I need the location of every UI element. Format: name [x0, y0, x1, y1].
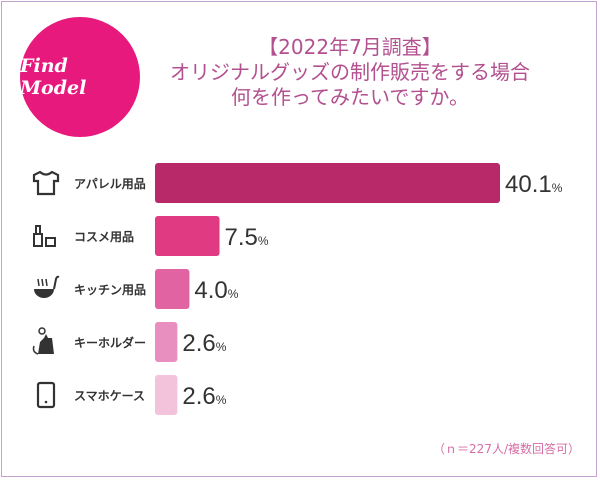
value-label: 40.1% [505, 171, 563, 198]
value-label: 2.6% [182, 383, 226, 410]
category-label: キーホルダー [74, 335, 146, 350]
category-label: スマホケース [74, 389, 145, 403]
value-label: 7.5% [225, 224, 269, 251]
bar [155, 163, 500, 203]
logo-text: Find Model [20, 55, 87, 99]
cosmetics-icon [33, 225, 56, 247]
cat-keychain-icon [32, 327, 54, 355]
ladle-icon [34, 275, 60, 298]
bar [155, 375, 178, 415]
value-label: 2.6% [182, 330, 226, 357]
category-label: コスメ用品 [74, 230, 134, 244]
bar [155, 322, 178, 362]
bar [155, 269, 190, 309]
tshirt-icon [32, 170, 60, 196]
category-label: アパレル用品 [74, 177, 146, 191]
value-label: 4.0% [194, 277, 238, 304]
title-line-3: 何を作ってみたいですか。 [231, 85, 469, 109]
footnote: （ｎ＝227人/複数回答可） [433, 442, 580, 456]
smartphone-icon [36, 381, 56, 409]
chart-title: 【2022年7月調査】 オリジナルグッズの制作販売をする場合 何を作ってみたいで… [150, 35, 550, 110]
find-model-logo: Find Model [20, 17, 140, 137]
category-label: キッチン用品 [74, 283, 146, 297]
bar [155, 216, 220, 256]
title-line-2: オリジナルグッズの制作販売をする場合 [170, 60, 530, 84]
title-line-1: 【2022年7月調査】 [258, 35, 442, 59]
